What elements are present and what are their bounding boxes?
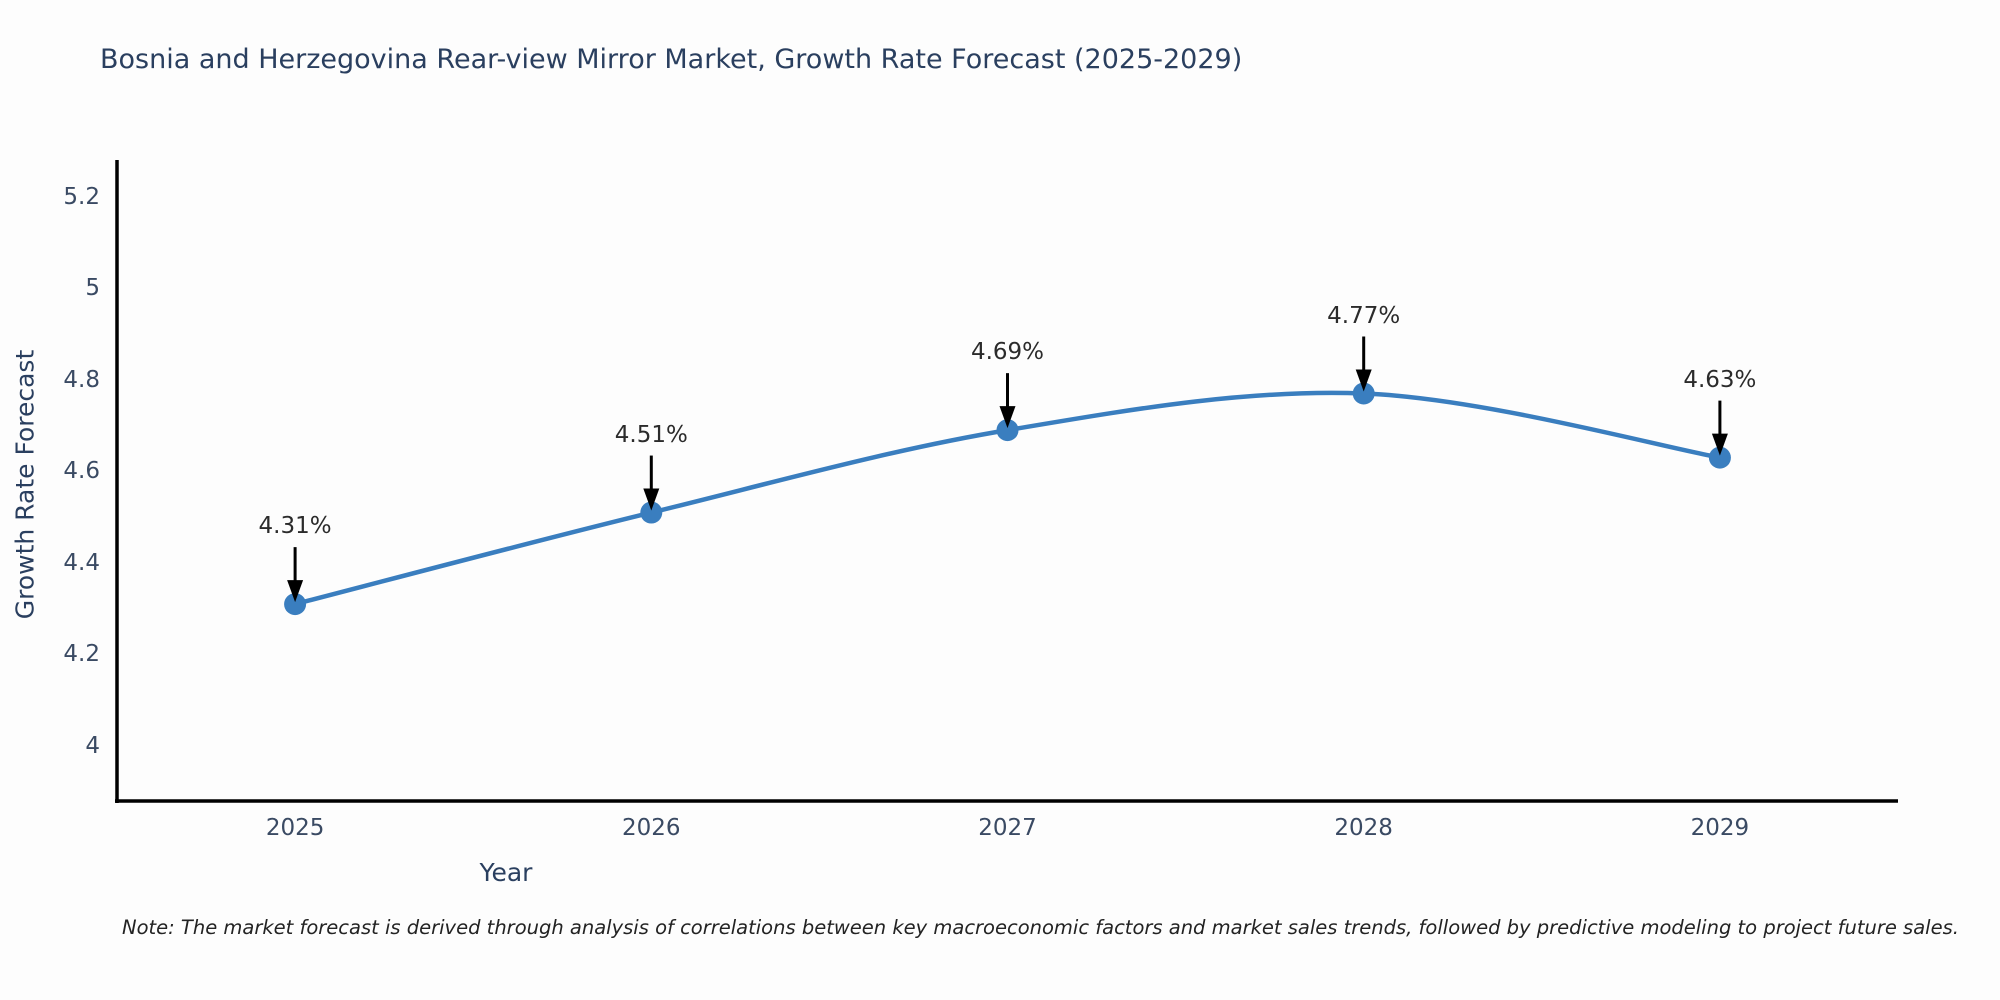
data-point-marker[interactable]: [640, 501, 663, 524]
data-point-label: 4.77%: [1327, 302, 1401, 329]
x-axis-title-wrap: Year: [0, 858, 2000, 887]
data-markers: [284, 382, 1731, 616]
data-point-marker[interactable]: [284, 593, 307, 616]
y-tick-label: 4.6: [63, 458, 100, 485]
data-point-label: 4.69%: [970, 339, 1045, 366]
x-tick-label: 2025: [265, 815, 325, 841]
y-tick-label: 5: [85, 275, 100, 302]
axis-lines: [115, 160, 1898, 803]
y-tick-label: 4.8: [63, 366, 100, 393]
x-axis-title: Year: [479, 858, 533, 887]
x-tick-label: 2026: [622, 815, 681, 841]
x-tick-label: 2027: [978, 815, 1037, 841]
y-tick-label: 4: [85, 733, 100, 760]
data-point-label: 4.63%: [1683, 366, 1757, 393]
y-tick-label: 4.2: [63, 641, 100, 668]
annotation-arrow-head: [643, 488, 660, 511]
y-tick-label: 4.4: [63, 549, 100, 576]
annotation-arrow-head: [1711, 433, 1728, 456]
data-point-label: 4.31%: [258, 513, 332, 540]
data-point-marker[interactable]: [1352, 382, 1375, 405]
x-tick-label: 2029: [1690, 815, 1750, 841]
annotation-arrow-head: [1355, 369, 1372, 392]
x-tick-label: 2028: [1334, 815, 1393, 841]
data-point-label: 4.51%: [614, 421, 688, 448]
data-point-marker[interactable]: [1708, 446, 1731, 469]
chart-title: Bosnia and Herzegovina Rear-view Mirror …: [100, 44, 1243, 75]
annotation-arrow-head: [999, 406, 1016, 429]
footnote: Note: The market forecast is derived thr…: [122, 916, 1959, 939]
annotation-arrow-head: [287, 580, 304, 603]
data-point-marker[interactable]: [996, 419, 1019, 442]
annotation-arrows: [287, 336, 1728, 603]
y-tick-label: 5.2: [63, 183, 100, 210]
